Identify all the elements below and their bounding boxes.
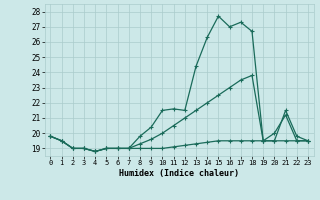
X-axis label: Humidex (Indice chaleur): Humidex (Indice chaleur)	[119, 169, 239, 178]
